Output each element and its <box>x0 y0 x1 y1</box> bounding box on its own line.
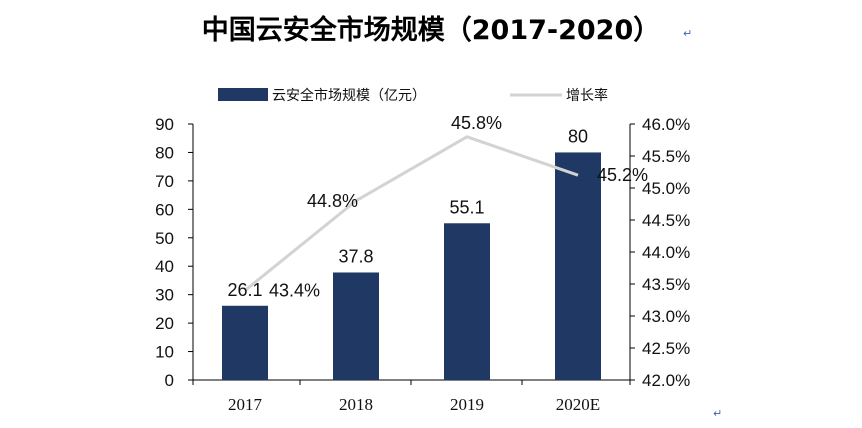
right-tick-label: 44.5% <box>642 211 690 230</box>
chart-title: 中国云安全市场规模（2017-2020） <box>201 15 661 46</box>
bar-2020E <box>555 152 601 380</box>
right-tick-label: 46.0% <box>642 115 690 134</box>
right-tick-label: 44.0% <box>642 243 690 262</box>
growth-rate-label: 45.2% <box>597 165 648 185</box>
category-label: 2020E <box>556 395 600 414</box>
left-tick-label: 60 <box>155 200 174 219</box>
left-tick-label: 0 <box>165 371 174 390</box>
left-tick-label: 40 <box>155 257 174 276</box>
bar-2017 <box>222 305 268 380</box>
category-label: 2019 <box>450 395 484 414</box>
left-tick-label: 50 <box>155 229 174 248</box>
bar-value-label: 37.8 <box>338 246 373 266</box>
left-tick-label: 90 <box>155 115 174 134</box>
growth-rate-line <box>244 135 579 292</box>
return-mark-icon: ↵ <box>713 407 723 420</box>
right-tick-label: 42.5% <box>642 339 690 358</box>
category-label: 2018 <box>339 395 373 414</box>
left-tick-label: 70 <box>155 172 174 191</box>
bar-2018 <box>333 272 379 380</box>
left-tick-label: 80 <box>155 143 174 162</box>
growth-rate-label: 43.4% <box>269 280 320 300</box>
right-tick-label: 43.5% <box>642 275 690 294</box>
return-mark-icon: ↵ <box>683 27 693 40</box>
right-tick-label: 45.5% <box>642 147 690 166</box>
growth-rate-label: 44.8% <box>307 191 358 211</box>
right-tick-label: 45.0% <box>642 179 690 198</box>
bar-value-label: 55.1 <box>449 197 484 217</box>
legend-swatch-bar <box>218 88 268 101</box>
right-tick-label: 42.0% <box>642 371 690 390</box>
left-tick-label: 20 <box>155 314 174 333</box>
right-tick-label: 43.0% <box>642 307 690 326</box>
legend-label-bar: 云安全市场规模（亿元） <box>272 87 426 104</box>
legend-label-line: 增长率 <box>566 87 608 104</box>
left-tick-label: 30 <box>155 286 174 305</box>
bar-2019 <box>444 223 490 380</box>
bar-value-label: 26.1 <box>227 280 262 300</box>
growth-rate-label: 45.8% <box>451 113 502 133</box>
category-label: 2017 <box>228 395 263 414</box>
left-tick-label: 10 <box>155 343 174 362</box>
bar-value-label: 80 <box>568 126 588 146</box>
